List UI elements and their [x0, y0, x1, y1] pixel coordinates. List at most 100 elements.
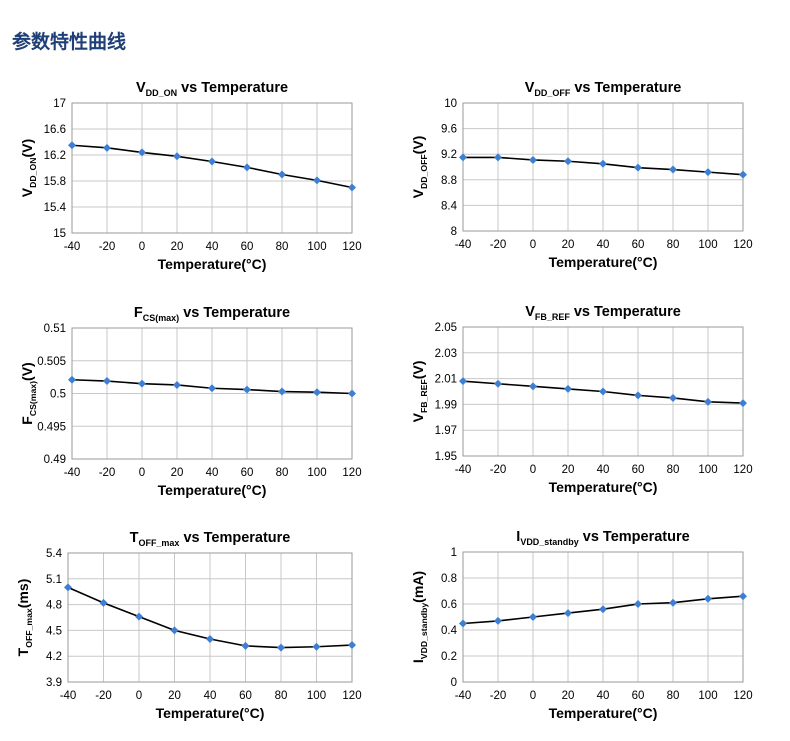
data-point [99, 598, 108, 607]
data-point [348, 641, 356, 650]
x-tick-label: 80 [667, 464, 680, 476]
x-tick-label: -20 [99, 467, 116, 479]
y-tick-label: 0.5 [50, 389, 66, 401]
chart-4: -40 -20 0 20 40 60 80 100 120 1.95 1.97 1.99 2.01 2.0… [410, 304, 753, 495]
x-tick-label: 120 [342, 241, 361, 253]
x-axis-label: Temperature(°C) [549, 254, 658, 270]
y-tick-label: 16.2 [44, 150, 66, 162]
data-point [278, 170, 286, 179]
data-point [634, 600, 642, 608]
x-tick-label: 20 [562, 690, 575, 702]
data-point [243, 163, 251, 172]
data-point [669, 598, 677, 607]
data-point [739, 170, 747, 179]
data-point [704, 594, 712, 603]
data-point [459, 619, 467, 628]
plot-frame [67, 552, 353, 683]
y-axis-label: FCS(max)(V) [19, 362, 38, 424]
x-tick-label: -20 [490, 464, 507, 476]
x-tick-label: 40 [597, 464, 610, 476]
data-point [138, 379, 146, 388]
y-tick-label: 16.6 [44, 124, 66, 136]
data-point [529, 382, 537, 391]
data-point [348, 183, 356, 192]
y-tick-label: 8 [451, 226, 457, 238]
x-tick-label: -20 [95, 690, 112, 702]
data-point [564, 609, 572, 618]
y-tick-label: 2.01 [435, 374, 457, 386]
y-tick-label: 15.8 [44, 176, 66, 188]
x-axis-label: Temperature(°C) [549, 705, 658, 721]
chart-title: VDD_OFF vs Temperature [525, 80, 682, 98]
x-tick-label: 120 [733, 690, 752, 702]
y-tick-label: 0.8 [441, 573, 457, 585]
x-tick-label: 20 [171, 467, 184, 479]
data-point [170, 626, 179, 635]
data-point [564, 384, 572, 393]
x-axis-label: Temperature(°C) [158, 482, 267, 498]
y-tick-label: 0 [451, 677, 457, 689]
data-point [634, 163, 642, 172]
x-tick-label: -40 [455, 239, 472, 251]
data-point [208, 157, 216, 166]
x-tick-label: 40 [206, 241, 219, 253]
data-point [634, 391, 642, 400]
y-tick-label: 2.05 [435, 322, 457, 334]
data-point [529, 613, 537, 621]
y-tick-label: 15 [53, 228, 66, 240]
y-tick-label: 1.97 [435, 425, 457, 437]
y-tick-label: 1.95 [435, 451, 457, 463]
data-point [243, 385, 251, 394]
x-axis-label: Temperature(°C) [549, 479, 658, 495]
x-tick-label: 120 [342, 690, 361, 702]
x-tick-label: 100 [307, 690, 326, 702]
y-tick-label: 10 [444, 98, 457, 110]
data-point [241, 641, 250, 650]
x-tick-label: 60 [632, 690, 645, 702]
y-tick-label: 0.495 [37, 421, 66, 433]
x-tick-label: 80 [276, 241, 289, 253]
chart-5: -40 -20 0 20 40 60 80 100 120 3.9 4.2 4.5 4.8 5.1 5.4 T… [15, 530, 362, 721]
y-tick-label: 0.6 [441, 599, 457, 611]
y-tick-label: 5.1 [46, 574, 62, 586]
y-axis-label: VDD_OFF(V) [410, 136, 429, 199]
data-point [599, 605, 607, 614]
x-axis-label: Temperature(°C) [158, 256, 267, 272]
x-tick-label: -40 [455, 464, 472, 476]
data-point [599, 387, 607, 396]
x-tick-label: 20 [562, 239, 575, 251]
x-tick-label: -20 [99, 241, 116, 253]
data-point [135, 612, 143, 621]
plot-frame [462, 551, 744, 683]
data-point [599, 159, 607, 168]
x-tick-label: 60 [241, 241, 254, 253]
x-tick-label: 60 [239, 690, 252, 702]
y-tick-label: 1 [451, 547, 457, 559]
y-tick-label: 0.49 [44, 454, 66, 466]
y-tick-label: 9.6 [441, 124, 457, 136]
x-tick-label: 100 [698, 464, 717, 476]
x-tick-label: 40 [204, 690, 217, 702]
data-point [206, 635, 214, 643]
x-tick-label: 60 [241, 467, 254, 479]
y-tick-label: 5.4 [46, 548, 63, 560]
data-point [529, 155, 537, 164]
x-tick-label: 80 [276, 467, 289, 479]
data-point [669, 393, 677, 402]
x-tick-label: -40 [455, 690, 472, 702]
data-point [494, 616, 502, 625]
x-tick-label: 0 [139, 467, 145, 479]
chart-title: VDD_ON vs Temperature [136, 80, 288, 98]
x-tick-label: 40 [206, 467, 219, 479]
data-point [494, 153, 502, 162]
data-point [313, 176, 321, 185]
x-tick-label: 0 [139, 241, 145, 253]
y-tick-label: 4.5 [46, 625, 62, 637]
plot-frame [71, 102, 353, 234]
page-heading: 参数特性曲线 [12, 31, 127, 53]
data-point [64, 583, 72, 592]
x-tick-label: 0 [530, 239, 536, 251]
x-tick-label: -40 [60, 690, 77, 702]
x-tick-label: -20 [490, 690, 507, 702]
